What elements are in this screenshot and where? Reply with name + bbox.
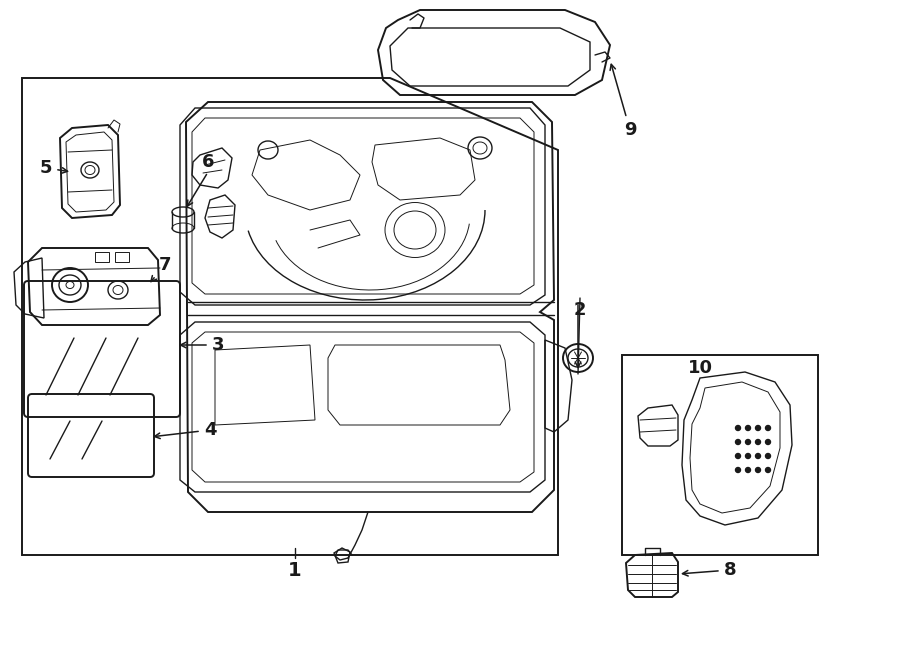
Circle shape xyxy=(745,467,751,473)
Circle shape xyxy=(735,467,741,473)
Text: 9: 9 xyxy=(610,64,636,139)
Bar xyxy=(115,252,129,262)
Circle shape xyxy=(735,453,741,459)
Circle shape xyxy=(745,453,751,459)
Text: 1: 1 xyxy=(288,561,302,580)
Text: 2: 2 xyxy=(574,301,586,319)
Circle shape xyxy=(755,467,760,473)
Text: 7: 7 xyxy=(151,256,171,282)
Circle shape xyxy=(745,426,751,430)
Text: 3: 3 xyxy=(181,336,224,354)
Circle shape xyxy=(735,440,741,444)
Circle shape xyxy=(766,453,770,459)
Circle shape xyxy=(735,426,741,430)
Circle shape xyxy=(766,440,770,444)
Text: 4: 4 xyxy=(155,421,216,439)
Circle shape xyxy=(745,440,751,444)
Text: 6: 6 xyxy=(202,153,214,171)
Circle shape xyxy=(755,440,760,444)
Bar xyxy=(95,252,109,262)
Bar xyxy=(622,355,818,555)
Circle shape xyxy=(766,467,770,473)
Text: 8: 8 xyxy=(682,561,736,579)
Text: 10: 10 xyxy=(688,359,713,377)
Circle shape xyxy=(755,453,760,459)
Circle shape xyxy=(766,426,770,430)
Text: 5: 5 xyxy=(40,159,68,177)
Circle shape xyxy=(755,426,760,430)
